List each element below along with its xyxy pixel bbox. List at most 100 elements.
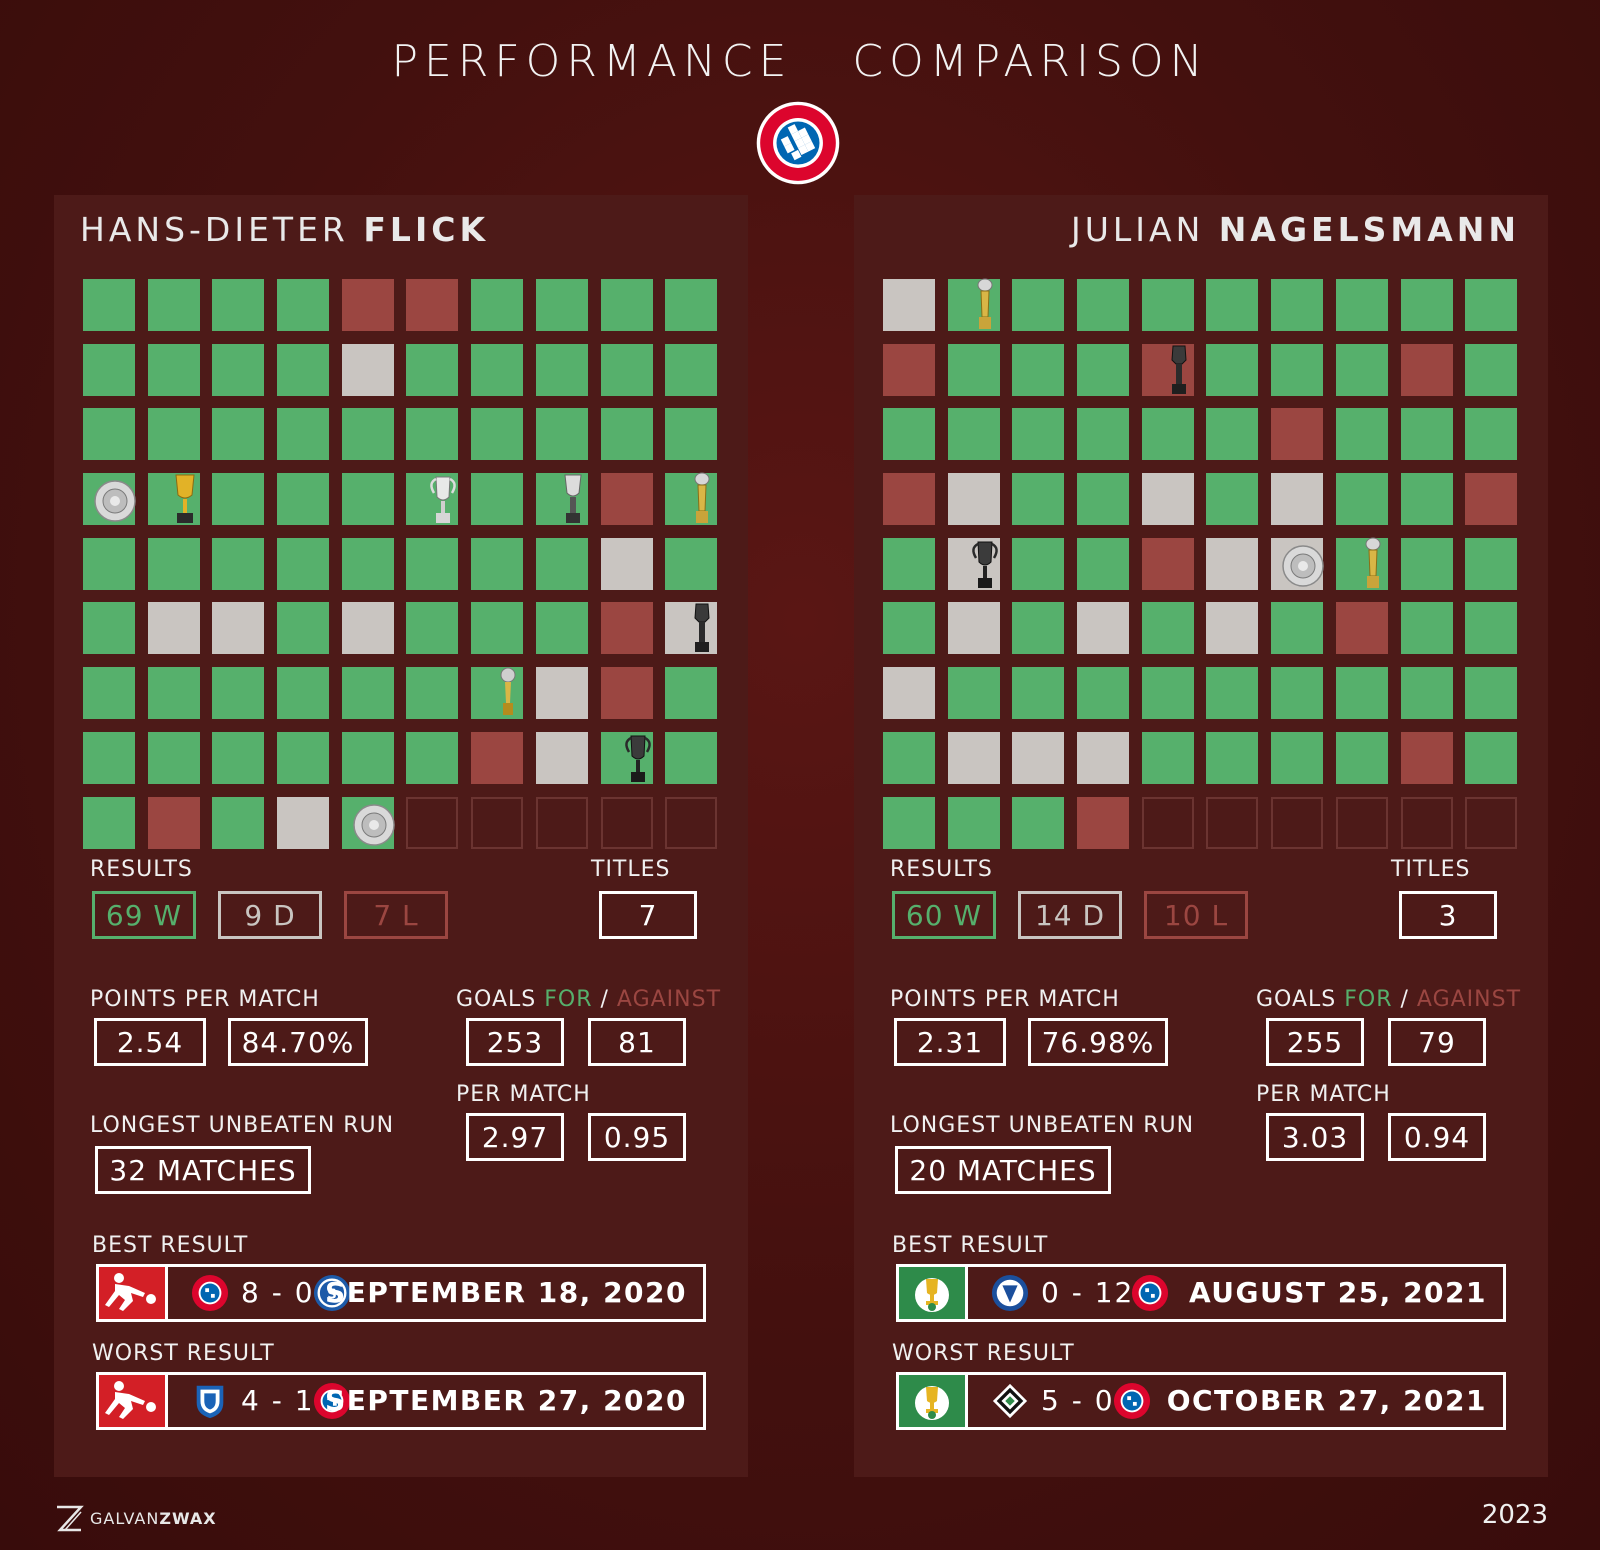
- match-cell-draw: [665, 602, 718, 655]
- match-cell-win: [147, 408, 200, 461]
- goals-label-sep: /: [592, 987, 617, 1012]
- worst-result-bar: 4 - 1 SEPTEMBER 27, 2020: [96, 1372, 706, 1430]
- match-cell-draw: [212, 602, 265, 655]
- match-cell-win: [1206, 408, 1259, 461]
- match-cell-win: [600, 731, 653, 784]
- match-cell-win: [1271, 602, 1324, 655]
- club-world-cup-gold-icon: [500, 667, 516, 716]
- fc-bayern-logo-icon: [756, 101, 840, 185]
- match-cell-win: [1012, 537, 1065, 590]
- match-cell-win: [883, 731, 935, 784]
- match-cell-win: [1271, 667, 1324, 720]
- draws-box: 9 D: [218, 891, 322, 939]
- results-label: RESULTS: [890, 857, 993, 882]
- match-cell-win: [1400, 602, 1453, 655]
- match-cell-win: [341, 731, 394, 784]
- titles-label: TITLES: [591, 857, 671, 882]
- coach-panel-flick: HANS-DIETER FLICK RESULTS TITLES 69 W 9 …: [54, 195, 748, 1477]
- dfb-pokal-logo-icon: [899, 1375, 965, 1427]
- best-result-bar: 8 - 0 S SEPTEMBER 18, 2020: [96, 1264, 706, 1322]
- match-cell-draw: [1206, 537, 1259, 590]
- dfb-pokal-icon: [175, 474, 195, 524]
- match-cell-draw: [1077, 602, 1130, 655]
- match-cell-win: [1271, 731, 1324, 784]
- match-cell-win: [1077, 408, 1130, 461]
- match-cell-win: [665, 408, 718, 461]
- match-cell-loss: [883, 343, 935, 396]
- match-cell-draw: [883, 279, 935, 331]
- goals-against-per-match-box: 0.95: [588, 1113, 686, 1161]
- points-per-match-label: POINTS PER MATCH: [90, 987, 320, 1012]
- match-cell-win: [406, 408, 459, 461]
- results-grid: [83, 279, 718, 849]
- match-cell-win: [535, 473, 588, 526]
- goals-label-sep: /: [1392, 987, 1417, 1012]
- match-cell-win: [83, 473, 136, 526]
- per-match-label: PER MATCH: [456, 1082, 591, 1107]
- best-result-score: 8 - 0: [241, 1276, 315, 1309]
- match-cell-win: [212, 408, 265, 461]
- bremer-sv-crest-icon: [991, 1274, 1029, 1312]
- match-cell-win: [947, 796, 1000, 849]
- match-cell-win: [1465, 667, 1518, 720]
- match-cell-loss: [1335, 602, 1388, 655]
- match-cell-win: [83, 537, 135, 590]
- match-cell-loss: [883, 473, 935, 526]
- match-cell-draw: [1271, 537, 1324, 590]
- fc-bayern-crest-icon: [191, 1274, 229, 1312]
- match-cell-loss: [406, 279, 459, 331]
- match-cell-win: [1465, 279, 1518, 331]
- match-cell-empty: [665, 796, 718, 849]
- match-cell-win: [341, 796, 395, 849]
- match-cell-draw: [341, 343, 394, 396]
- svg-text:S: S: [327, 1288, 337, 1303]
- match-cell-draw: [1077, 731, 1130, 784]
- worst-result-score: 4 - 1: [241, 1384, 315, 1417]
- match-cell-win: [883, 602, 935, 655]
- match-cell-loss: [1400, 343, 1453, 396]
- match-cell-win: [341, 537, 394, 590]
- champions-league-trophy-icon: [430, 476, 457, 524]
- footer-brand-light: GALVAN: [90, 1508, 160, 1528]
- match-cell-draw: [947, 731, 1000, 784]
- match-cell-win: [471, 602, 524, 655]
- dfb-pokal-logo-icon: [899, 1267, 965, 1319]
- match-cell-loss: [341, 279, 394, 331]
- goals-label-prefix: GOALS: [456, 987, 545, 1012]
- match-cell-win: [1206, 343, 1259, 396]
- match-cell-win: [947, 278, 1000, 331]
- match-cell-win: [1012, 408, 1065, 461]
- dfl-supercup-icon: [694, 472, 710, 524]
- match-cell-win: [1012, 667, 1065, 720]
- match-cell-win: [1012, 796, 1065, 849]
- match-cell-win: [947, 667, 1000, 720]
- match-cell-loss: [1465, 473, 1518, 526]
- champions-league-trophy-dark-icon: [624, 735, 651, 782]
- match-cell-win: [883, 796, 935, 849]
- footer-brand: GALVANZWAX: [54, 1503, 217, 1533]
- coach-first-name: HANS-DIETER: [80, 210, 349, 249]
- unbeaten-run-box: 20 MATCHES: [895, 1146, 1111, 1194]
- match-cell-win: [1077, 279, 1130, 331]
- match-cell-win: [1335, 343, 1388, 396]
- footer-year: 2023: [1481, 1500, 1548, 1530]
- match-cell-win: [1465, 537, 1518, 590]
- match-cell-win: [341, 667, 394, 720]
- match-cell-empty: [535, 796, 588, 849]
- champions-league-trophy-dark-icon: [971, 541, 998, 588]
- footer-brand-text: GALVANZWAX: [90, 1509, 217, 1528]
- match-cell-win: [535, 343, 588, 396]
- match-cell-win: [665, 472, 718, 526]
- meisterschale-icon: [1282, 545, 1324, 587]
- match-cell-win: [1012, 473, 1065, 526]
- match-cell-win: [147, 731, 200, 784]
- match-cell-empty: [406, 796, 459, 849]
- results-label: RESULTS: [90, 857, 193, 882]
- gladbach-crest-icon: [992, 1383, 1028, 1419]
- best-result-bar: 0 - 12 AUGUST 25, 2021: [896, 1264, 1506, 1322]
- match-cell-win: [212, 279, 265, 331]
- meisterschale-icon: [94, 480, 136, 522]
- match-cell-draw: [535, 731, 588, 784]
- match-cell-win: [1271, 279, 1324, 331]
- match-cell-win: [341, 473, 394, 526]
